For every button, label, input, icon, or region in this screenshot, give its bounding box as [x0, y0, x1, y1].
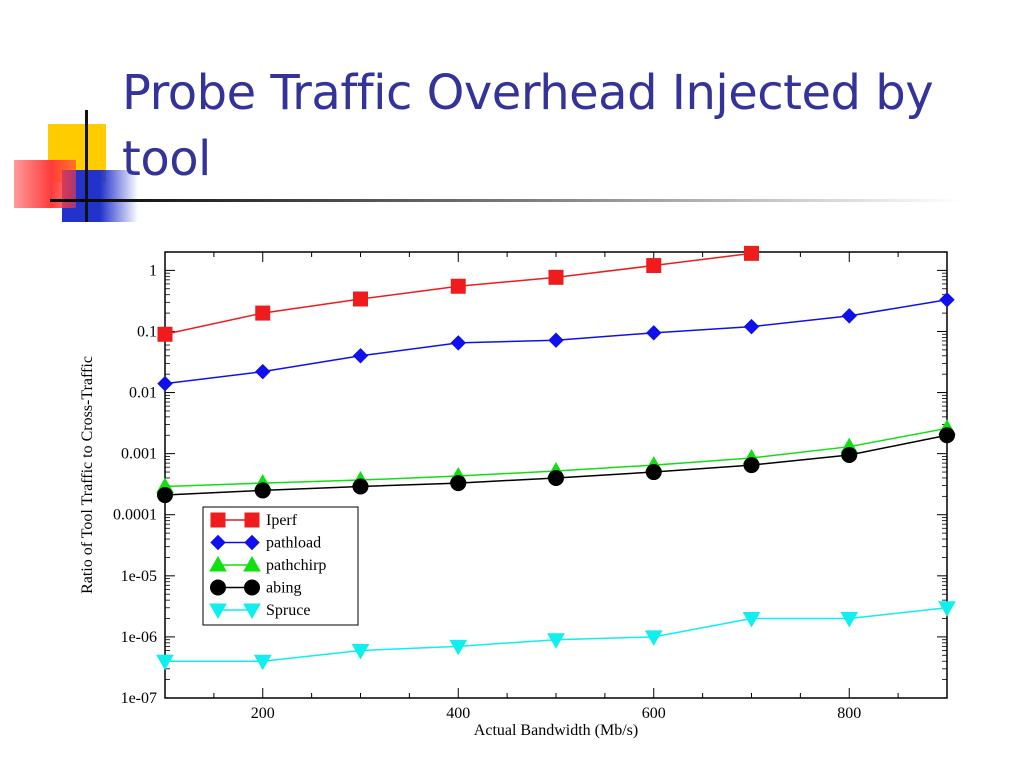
legend: Iperf pathload pathchirp abing Spruce [202, 506, 359, 626]
data-point [743, 318, 760, 335]
data-point [254, 482, 271, 499]
x-tick-label: 200 [251, 705, 275, 722]
legend-marker [244, 534, 260, 551]
y-axis-label: Ratio of Tool Traffic to Cross-Traffic [79, 356, 96, 594]
data-point [841, 447, 858, 464]
y-tick-label: 1e-05 [121, 568, 157, 585]
data-point [547, 633, 565, 649]
deco-vertical-line [85, 110, 88, 222]
legend-item: pathload [210, 534, 321, 552]
legend-label: abing [266, 580, 302, 597]
y-tick-label: 0.1 [137, 323, 157, 340]
x-tick-label: 600 [642, 705, 666, 722]
data-point [450, 335, 466, 351]
legend-marker [210, 534, 226, 551]
data-point [644, 630, 663, 646]
legend-item: Spruce [209, 602, 310, 620]
data-point [939, 292, 955, 308]
series-layer [156, 245, 956, 671]
legend-marker [209, 555, 227, 572]
legend-marker [243, 555, 261, 572]
x-ticks: 200 400 600 800 [213, 252, 899, 722]
data-point [742, 612, 761, 628]
y-ticks: 1 0.1 0.01 0.001 0.0001 1e-05 1e-06 1e-07 [113, 251, 947, 707]
data-point [351, 643, 370, 660]
legend-marker [243, 603, 261, 620]
data-point [157, 326, 173, 342]
data-point [352, 348, 369, 364]
legend-label: Iperf [266, 512, 298, 529]
data-point [645, 464, 662, 481]
data-point [646, 325, 662, 341]
data-point [157, 487, 173, 504]
y-tick-label: 0.0001 [113, 507, 157, 524]
legend-marker [244, 579, 260, 596]
data-point [548, 469, 564, 486]
legend-label: Spruce [266, 602, 310, 619]
data-point [449, 639, 468, 656]
series-pathload [157, 292, 955, 392]
legend-box [202, 506, 359, 626]
y-tick-label: 1e-07 [121, 690, 157, 707]
data-point [548, 269, 564, 285]
series-abing [157, 427, 955, 504]
data-point [353, 291, 368, 307]
legend-item: pathchirp [209, 555, 326, 574]
deco-horizontal-line [50, 199, 962, 202]
data-point [156, 654, 174, 671]
data-point [744, 245, 759, 261]
data-point [646, 258, 662, 274]
series-spruce [156, 601, 956, 671]
legend-label: pathchirp [266, 557, 326, 574]
data-point [548, 332, 564, 348]
data-point [255, 363, 271, 380]
data-point [939, 427, 955, 444]
data-point [840, 612, 859, 628]
legend-item: abing [210, 579, 302, 597]
data-point [352, 478, 369, 495]
title-decoration [14, 110, 962, 222]
data-point [450, 475, 467, 492]
x-tick-label: 800 [837, 705, 861, 722]
series-iperf [157, 245, 759, 342]
legend-label: pathload [266, 535, 321, 552]
legend-item: Iperf [210, 512, 298, 529]
y-tick-label: 1e-06 [121, 629, 157, 646]
legend-marker [210, 512, 226, 528]
data-point [255, 305, 271, 321]
legend-marker [209, 603, 227, 620]
legend-marker [244, 512, 260, 528]
data-point [743, 457, 760, 474]
data-point [253, 654, 272, 671]
x-tick-label: 400 [446, 705, 470, 722]
x-axis-label: Actual Bandwidth (Mb/s) [474, 722, 638, 739]
y-tick-label: 0.01 [129, 385, 157, 402]
data-point [450, 278, 466, 294]
y-tick-label: 0.001 [121, 446, 157, 463]
series-line [164, 252, 752, 336]
y-tick-label: 1 [149, 262, 157, 279]
slide-title: Probe Traffic Overhead Injected by tool [122, 65, 934, 187]
data-point [157, 375, 173, 392]
legend-marker [210, 579, 226, 596]
data-point [938, 601, 956, 617]
data-point [841, 308, 857, 324]
